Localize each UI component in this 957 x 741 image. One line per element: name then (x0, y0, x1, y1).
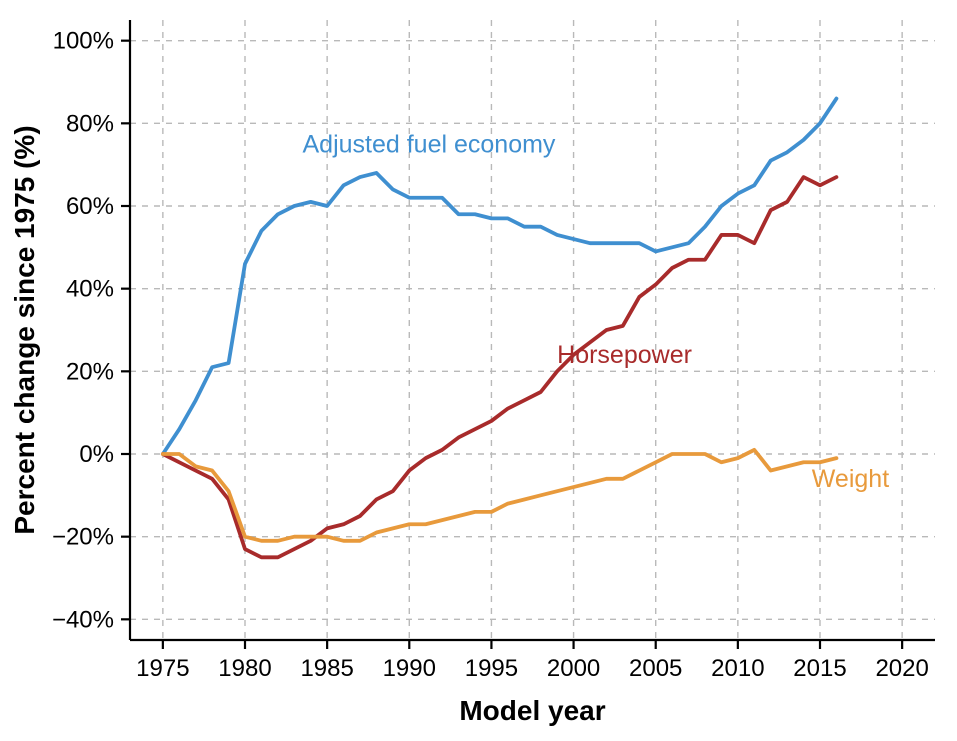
series-line (163, 450, 837, 541)
x-tick-label: 1985 (300, 655, 353, 682)
y-axis-label: Percent change since 1975 (%) (9, 125, 40, 534)
series-line (163, 177, 837, 557)
grid-lines (130, 20, 935, 640)
x-tick-label: 1990 (383, 655, 436, 682)
y-tick-label: 80% (66, 110, 114, 137)
y-tick-label: −20% (52, 524, 114, 551)
y-tick-label: −40% (52, 606, 114, 633)
series-label: Horsepower (557, 341, 692, 369)
y-tick-labels: −40% −20% 0% 20% 40% 60% 80% 100% (52, 28, 114, 634)
series-group (163, 99, 837, 558)
series-label: Weight (812, 465, 889, 493)
y-tick-label: 40% (66, 276, 114, 303)
x-tick-labels: 1975 1980 1985 1990 1995 2000 2005 2010 2015 2020 (136, 655, 929, 682)
x-tick-label: 2000 (547, 655, 600, 682)
x-tick-label: 1995 (465, 655, 518, 682)
series-label: Adjusted fuel economy (303, 130, 556, 158)
x-axis-label: Model year (459, 695, 605, 726)
chart-container: 1975 1980 1985 1990 1995 2000 2005 2010 2015 2020… (0, 0, 957, 741)
x-tick-label: 1975 (136, 655, 189, 682)
x-tick-label: 2005 (629, 655, 682, 682)
x-tick-label: 2010 (711, 655, 764, 682)
y-tick-label: 20% (66, 358, 114, 385)
y-tick-label: 0% (79, 441, 114, 468)
x-tick-label: 2015 (793, 655, 846, 682)
y-tick-label: 100% (53, 28, 114, 55)
y-tick-label: 60% (66, 193, 114, 220)
x-tick-label: 1980 (218, 655, 271, 682)
line-chart: 1975 1980 1985 1990 1995 2000 2005 2010 2015 2020… (0, 0, 957, 741)
plot-frame (121, 20, 935, 649)
x-tick-label: 2020 (875, 655, 928, 682)
